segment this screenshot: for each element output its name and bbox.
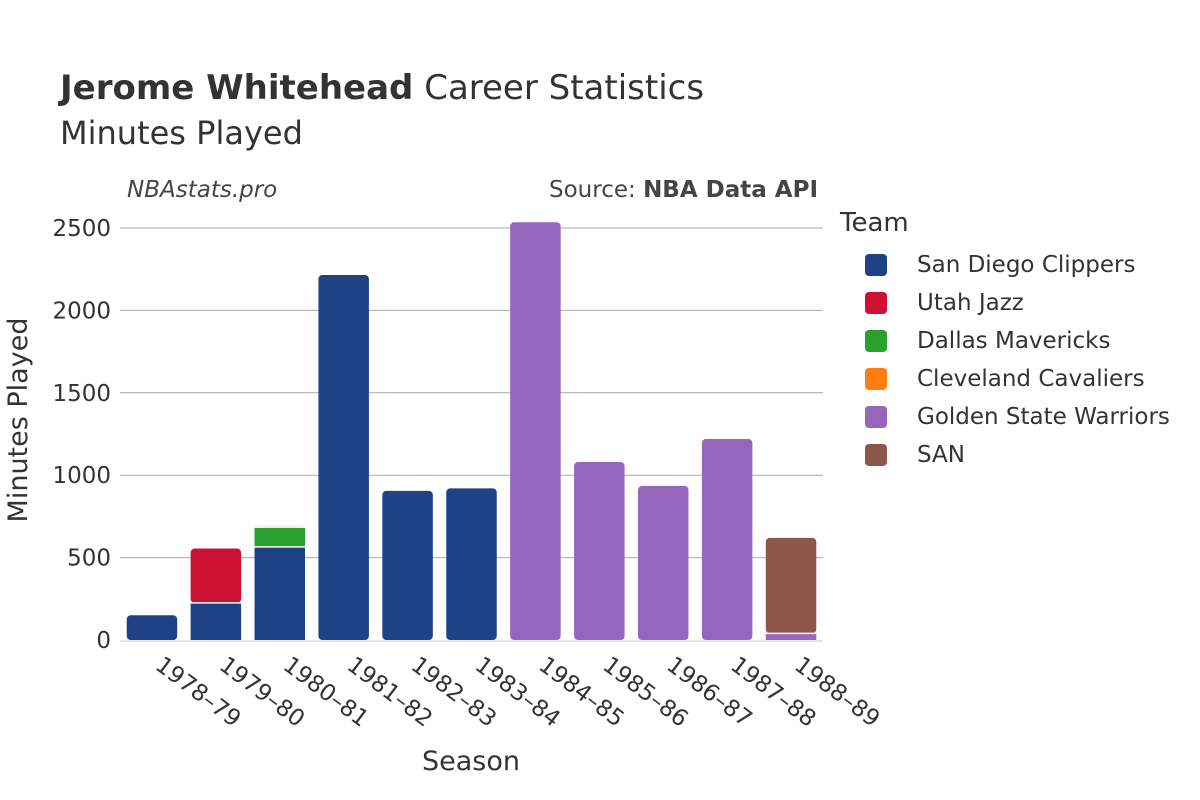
- y-tick-label: 1000: [52, 463, 111, 489]
- legend-item[interactable]: San Diego Clippers: [840, 246, 1170, 284]
- source-note: Source: NBA Data API: [549, 177, 818, 203]
- legend-swatch: [865, 330, 887, 352]
- source-prefix: Source:: [549, 177, 644, 203]
- y-tick-label: 1500: [52, 381, 111, 407]
- bar-segment[interactable]: [765, 633, 817, 640]
- watermark: NBAstats.pro: [127, 177, 278, 203]
- bar-segment[interactable]: [382, 490, 433, 640]
- chart-subtitle: Minutes Played: [60, 114, 303, 152]
- title-suffix: Career Statistics: [413, 68, 705, 108]
- legend-label: Golden State Warriors: [917, 404, 1170, 430]
- legend-item[interactable]: Cleveland Cavaliers: [840, 360, 1170, 398]
- legend-title: Team: [840, 208, 909, 238]
- bars: [120, 222, 823, 642]
- y-tick-label: 2000: [52, 298, 111, 324]
- legend: Team San Diego Clippers Utah Jazz Dallas M…: [840, 208, 1170, 474]
- legend-label: Utah Jazz: [917, 290, 1024, 316]
- bar-segment[interactable]: [190, 602, 242, 640]
- y-tick-label: 500: [67, 546, 111, 572]
- legend-label: San Diego Clippers: [917, 252, 1136, 278]
- source-name: NBA Data API: [643, 177, 818, 203]
- chart-title: Jerome Whitehead Career Statistics: [60, 68, 704, 108]
- legend-item[interactable]: Dallas Mavericks: [840, 322, 1170, 360]
- bar-segment[interactable]: [126, 615, 178, 640]
- legend-swatch: [865, 368, 887, 390]
- x-axis-label: Season: [422, 746, 520, 777]
- bar-segment[interactable]: [254, 527, 306, 547]
- bar-segment[interactable]: [765, 537, 817, 634]
- legend-item[interactable]: Golden State Warriors: [840, 398, 1170, 436]
- bar-segment[interactable]: [574, 462, 625, 640]
- legend-item[interactable]: SAN: [840, 436, 1170, 474]
- y-tick-label: 0: [96, 628, 111, 654]
- bar-segment[interactable]: [510, 222, 561, 640]
- legend-items: San Diego Clippers Utah Jazz Dallas Maveri…: [840, 246, 1170, 474]
- bar-segment[interactable]: [446, 488, 497, 640]
- legend-label: Dallas Mavericks: [917, 328, 1111, 354]
- legend-swatch: [865, 292, 887, 314]
- y-tick-labels: 0 500 1000 1500 2000 2500: [52, 216, 111, 654]
- bar-segment[interactable]: [254, 546, 306, 640]
- bar-segment[interactable]: [318, 274, 369, 640]
- legend-swatch: [865, 254, 887, 276]
- bar-segment[interactable]: [701, 438, 753, 640]
- bar-segment[interactable]: [637, 485, 689, 640]
- bar-segment[interactable]: [190, 548, 242, 603]
- y-axis-label: Minutes Played: [3, 318, 34, 523]
- legend-label: Cleveland Cavaliers: [917, 366, 1145, 392]
- legend-item[interactable]: Utah Jazz: [840, 284, 1170, 322]
- legend-label: SAN: [917, 442, 965, 468]
- y-tick-label: 2500: [52, 216, 111, 242]
- title-player-name: Jerome Whitehead: [60, 68, 414, 108]
- x-tick-labels: 1978–791979–801980–811981–821982–831983–…: [150, 652, 884, 733]
- legend-swatch: [865, 406, 887, 428]
- legend-swatch: [865, 444, 887, 466]
